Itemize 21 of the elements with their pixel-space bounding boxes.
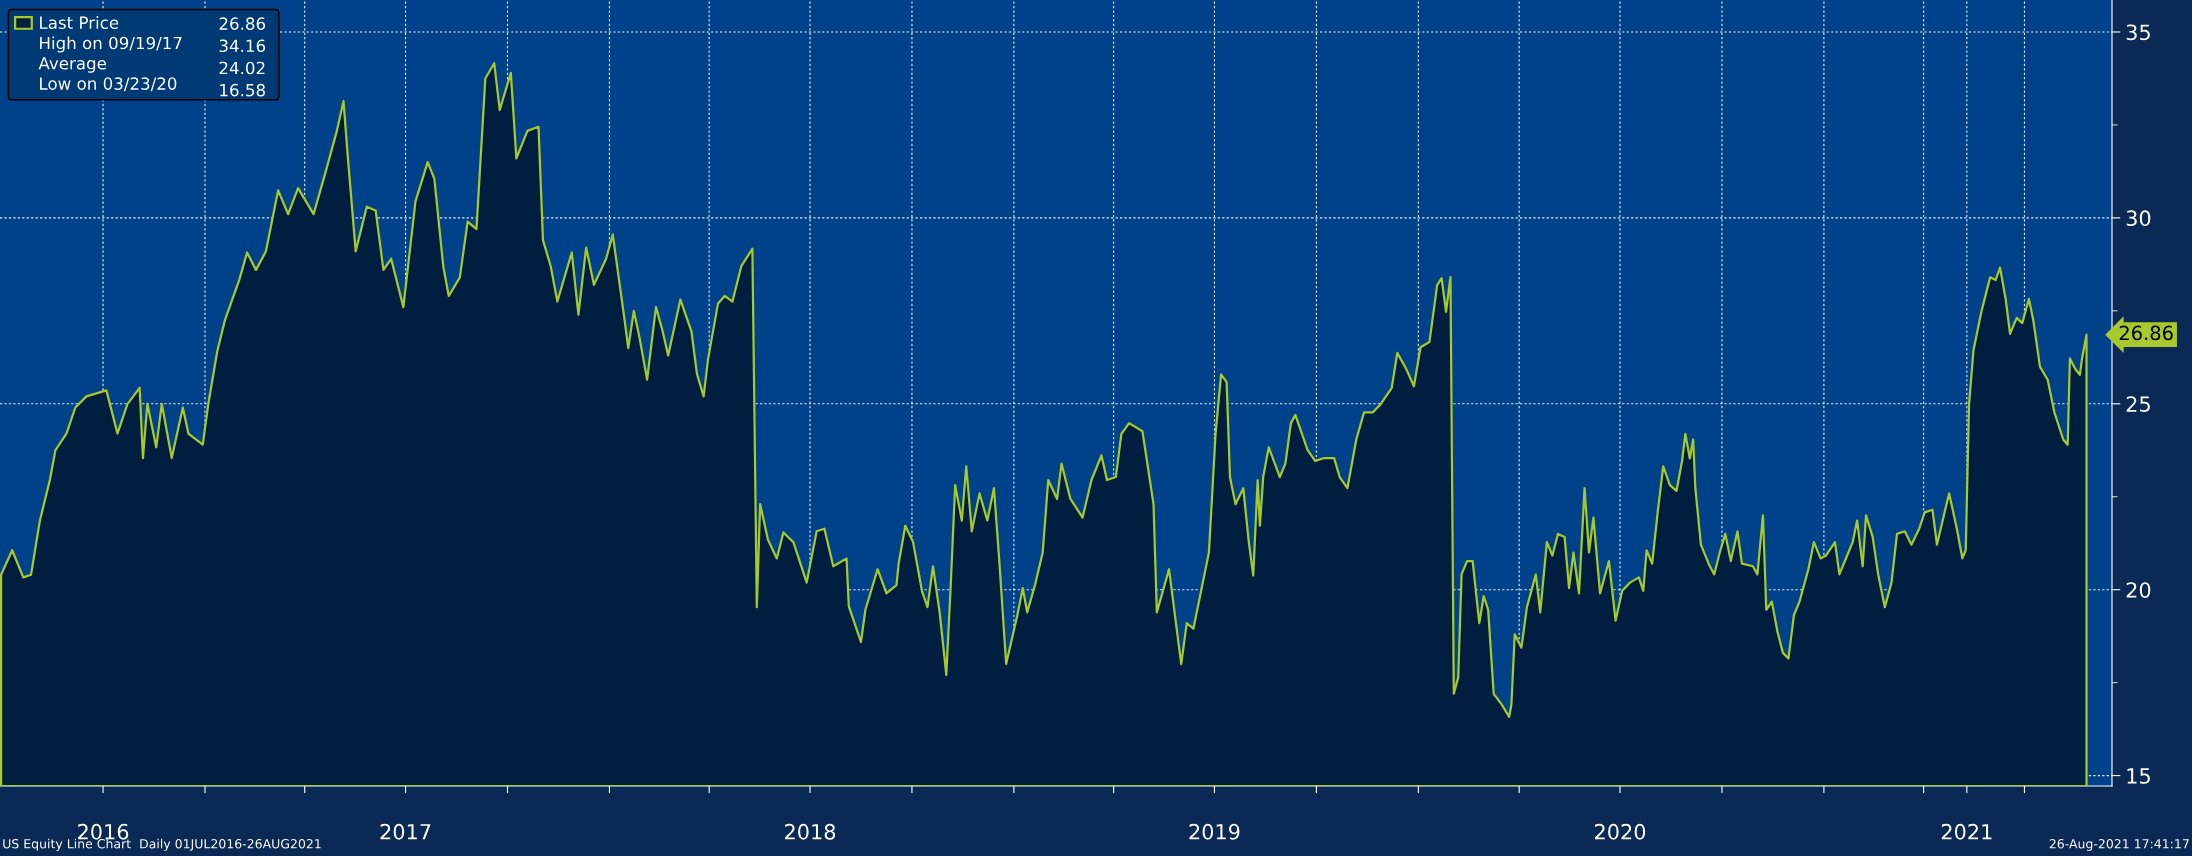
annotation: 16.58 — [220, 83, 265, 97]
annotation: 34.16 — [219, 39, 266, 53]
x-tick-label: 2016 — [78, 823, 129, 840]
y-tick-label: 30 — [2126, 210, 2151, 227]
x-tick-label: 2017 — [380, 823, 431, 840]
x-tick-label: 2021 — [1941, 823, 1992, 840]
x-tick-label: 2019 — [1189, 823, 1240, 840]
legend-label: Last Price — [40, 16, 119, 29]
annotation: High on 09/19/17 — [40, 36, 182, 53]
x-tick-label: 2018 — [785, 823, 836, 840]
y-tick-label: 15 — [2127, 768, 2150, 784]
annotation: 26.86 — [2119, 325, 2173, 341]
annotation: 26.86 — [219, 17, 266, 30]
annotation: Average — [38, 57, 106, 73]
y-tick-label: 35 — [2126, 24, 2150, 41]
text: 26-Aug-2021 17:41:17 — [2049, 838, 2189, 851]
annotation: Low on 03/23/20 — [40, 77, 177, 92]
y-tick-label: 25 — [2126, 396, 2150, 412]
annotation: 24.02 — [219, 61, 265, 75]
y-tick-label: 20 — [2126, 582, 2151, 598]
x-tick-label: 2020 — [1595, 823, 1646, 840]
